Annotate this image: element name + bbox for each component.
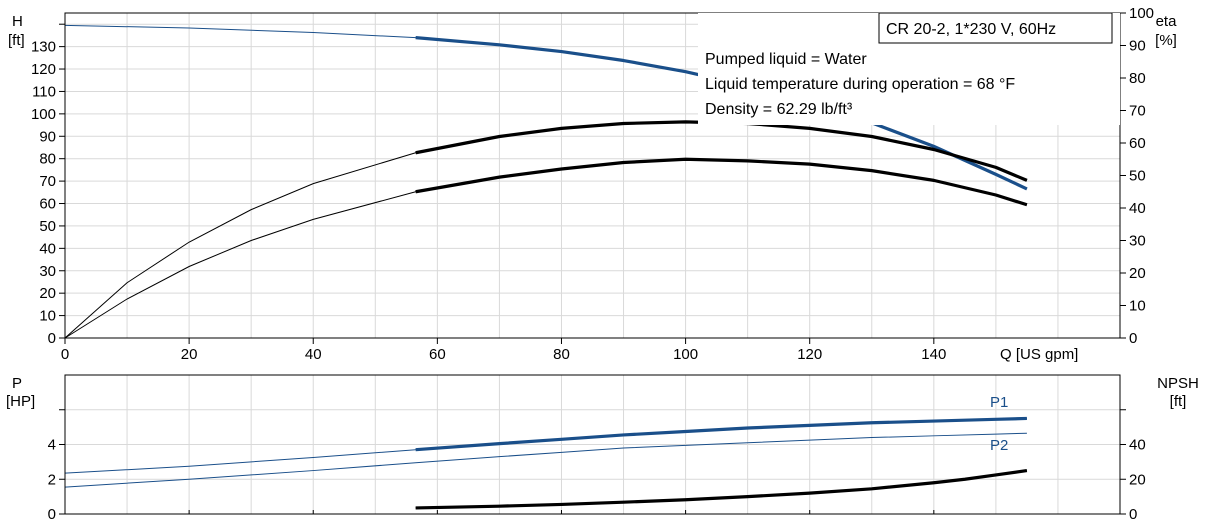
y-right-tick-label: 0 — [1129, 506, 1137, 519]
y-left-tick-label: 30 — [39, 263, 56, 280]
bottom-chart-grid — [65, 375, 1120, 514]
x-tick-label: 120 — [797, 346, 822, 363]
series-label-p1: P1 — [990, 394, 1008, 411]
bottom-curve-2-operating-range — [415, 468, 1028, 510]
y-left-tick-label: 10 — [39, 308, 56, 325]
y-right-tick-label: 20 — [1129, 265, 1146, 282]
bottom-right-axis-label-2: [ft] — [1170, 393, 1187, 410]
y-left-tick-label: 2 — [48, 471, 56, 488]
bottom-chart-curves — [64, 416, 1028, 510]
y-left-tick-label: 40 — [39, 240, 56, 257]
x-tick-label: 140 — [921, 346, 946, 363]
bottom-chart-frame — [64, 374, 1121, 515]
y-left-tick-label: 80 — [39, 151, 56, 168]
y-left-tick-label: 20 — [39, 285, 56, 302]
y-right-tick-label: 100 — [1129, 5, 1154, 22]
top-chart-frame — [64, 12, 1121, 339]
top-right-axis-label-1: eta — [1156, 13, 1178, 30]
y-left-tick-label: 60 — [39, 196, 56, 213]
y-right-tick-label: 0 — [1129, 330, 1137, 347]
series-label-p2: P2 — [990, 437, 1008, 454]
y-left-tick-label: 110 — [32, 83, 56, 100]
title-box — [878, 12, 1113, 44]
y-left-tick-label: 4 — [48, 437, 56, 454]
y-left-tick-label: 0 — [48, 330, 56, 347]
x-tick-label: 100 — [673, 346, 698, 363]
top-curve-1 — [64, 121, 1028, 339]
bottom-right-axis-label-1: NPSH — [1157, 375, 1199, 392]
annotation-density: Density = 62.29 lb/ft³ — [705, 101, 853, 118]
top-curve-1-operating-range — [415, 120, 1028, 182]
x-tick-label: 0 — [61, 346, 69, 363]
y-left-tick-label: 90 — [39, 128, 56, 145]
x-tick-label: 20 — [181, 346, 198, 363]
y-left-tick-label: 130 — [31, 39, 56, 56]
chart-title: CR 20-2, 1*230 V, 60Hz — [886, 21, 1056, 38]
y-right-tick-label: 20 — [1129, 471, 1146, 488]
bottom-curve-2 — [415, 470, 1027, 509]
bottom-curve-0-operating-range — [415, 416, 1027, 452]
y-right-tick-label: 10 — [1129, 298, 1146, 315]
y-right-tick-label: 70 — [1129, 103, 1146, 120]
bottom-curve-1 — [64, 432, 1027, 488]
y-right-tick-label: 60 — [1129, 135, 1146, 152]
top-right-axis-label-2: [%] — [1155, 32, 1177, 49]
x-axis-label: Q [US gpm] — [1000, 346, 1078, 363]
x-tick-label: 40 — [305, 346, 322, 363]
y-right-tick-label: 50 — [1129, 168, 1146, 185]
y-right-tick-label: 40 — [1129, 437, 1146, 454]
y-right-tick-label: 90 — [1129, 38, 1146, 55]
bottom-left-axis-label-2: [HP] — [6, 393, 35, 410]
top-left-axis-label-2: [ft] — [8, 32, 25, 49]
y-left-tick-label: 120 — [31, 61, 56, 78]
y-right-tick-label: 80 — [1129, 70, 1146, 87]
y-left-tick-label: 50 — [39, 218, 56, 235]
bottom-curve-0 — [64, 417, 1027, 474]
annotation-liquid: Pumped liquid = Water — [705, 51, 867, 68]
y-right-tick-label: 40 — [1129, 200, 1146, 217]
annotation-temperature: Liquid temperature during operation = 68… — [705, 76, 1015, 93]
y-left-tick-label: 0 — [48, 506, 56, 519]
top-left-axis-label-1: H — [12, 13, 23, 30]
y-left-tick-label: 100 — [31, 106, 56, 123]
bottom-left-axis-label-1: P — [12, 375, 22, 392]
x-tick-label: 80 — [553, 346, 570, 363]
top-curve-2-operating-range — [415, 157, 1028, 207]
x-tick-label: 60 — [429, 346, 446, 363]
y-right-tick-label: 30 — [1129, 233, 1146, 250]
y-left-tick-label: 70 — [39, 173, 56, 190]
top-chart-ticks: 0 20 40 60 80 100 120 1400102030405060708090100… — [31, 5, 1154, 363]
